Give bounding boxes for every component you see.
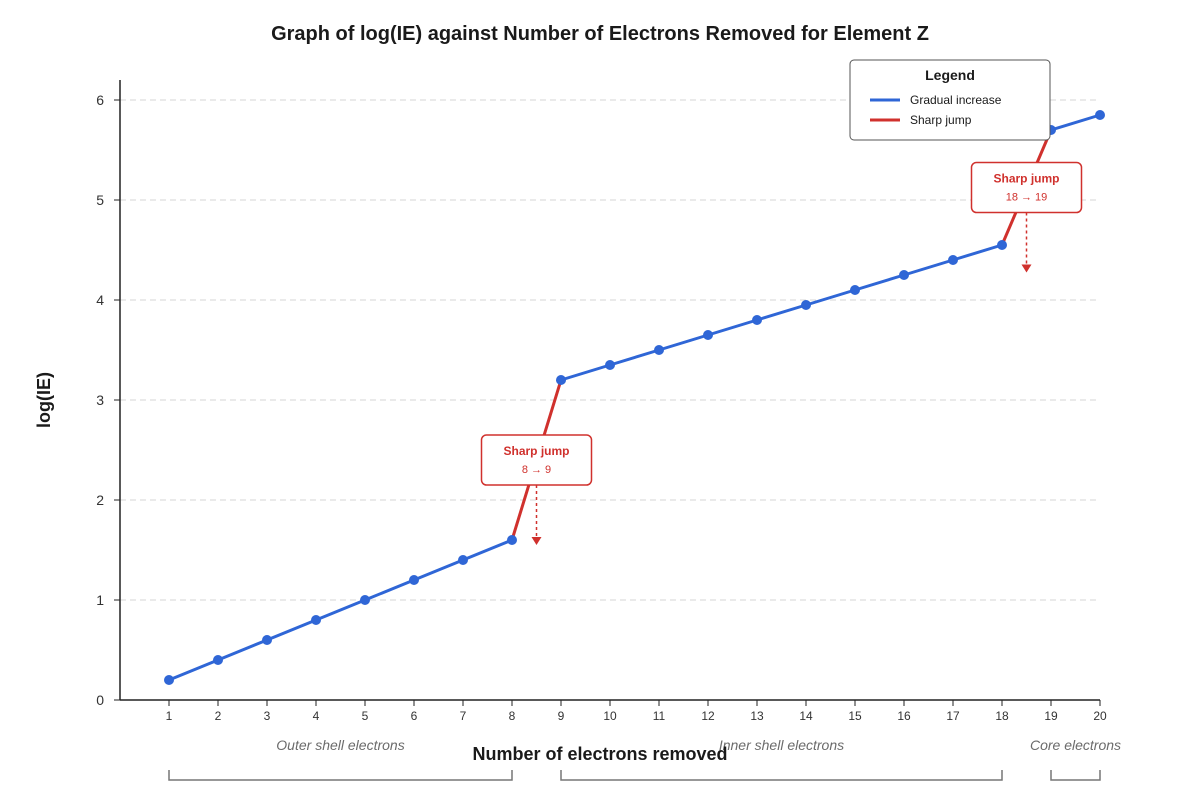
data-point-13 <box>752 315 762 325</box>
x-tick-label-3: 3 <box>264 709 271 723</box>
line-segment-9-10 <box>559 363 612 382</box>
x-tick-label-15: 15 <box>848 709 862 723</box>
x-tick-label-18: 18 <box>995 709 1009 723</box>
data-point-16 <box>899 270 909 280</box>
data-point-18 <box>997 240 1007 250</box>
data-point-15 <box>850 285 860 295</box>
line-segment-12-13 <box>706 318 759 337</box>
x-tick-label-10: 10 <box>603 709 617 723</box>
line-segment-19-20 <box>1049 113 1102 132</box>
y-tick-label-1: 1 <box>96 592 104 608</box>
region-bracket-0 <box>168 770 513 781</box>
x-tick-label-20: 20 <box>1093 709 1107 723</box>
annotation-sub-0: 8 → 9 <box>522 464 551 476</box>
annotation-title-1: Sharp jump <box>993 172 1059 186</box>
chart-title: Graph of log(IE) against Number of Elect… <box>271 23 929 45</box>
line-segment-5-6 <box>363 578 416 602</box>
line-segment-1-2 <box>167 658 220 682</box>
data-point-17 <box>948 255 958 265</box>
line-segment-7-8 <box>461 538 514 562</box>
data-point-14 <box>801 300 811 310</box>
annotation-arrowhead-1 <box>1021 264 1032 273</box>
data-point-20 <box>1095 110 1105 120</box>
data-point-6 <box>409 575 419 585</box>
line-segment-4-5 <box>314 598 367 622</box>
line-segment-15-16 <box>853 273 906 292</box>
line-segment-6-7 <box>412 558 465 582</box>
annotation-box-1 <box>970 161 1083 214</box>
y-tick-label-3: 3 <box>96 392 104 408</box>
data-point-5 <box>360 595 370 605</box>
x-tick-label-12: 12 <box>701 709 715 723</box>
line-segment-17-18 <box>951 243 1004 262</box>
x-tick-label-4: 4 <box>313 709 320 723</box>
region-label-2: Core electrons <box>1030 737 1121 753</box>
y-tick-label-5: 5 <box>96 192 104 208</box>
x-tick-label-7: 7 <box>460 709 467 723</box>
y-tick-label-6: 6 <box>96 92 104 108</box>
legend-label-jump: Sharp jump <box>910 113 972 127</box>
axes <box>114 80 1101 706</box>
gridlines <box>120 99 1100 601</box>
x-tick-label-2: 2 <box>215 709 222 723</box>
data-point-3 <box>262 635 272 645</box>
data-point-11 <box>654 345 664 355</box>
legend-label-gradual: Gradual increase <box>910 93 1002 107</box>
line-segment-16-17 <box>902 258 955 277</box>
region-label-0: Outer shell electrons <box>276 737 404 753</box>
data-point-4 <box>311 615 321 625</box>
data-point-2 <box>213 655 223 665</box>
y-axis-label: log(IE) <box>34 372 54 428</box>
region-label-1: Inner shell electrons <box>719 737 844 753</box>
y-tick-label-2: 2 <box>96 492 104 508</box>
x-tick-label-6: 6 <box>411 709 418 723</box>
y-tick-label-0: 0 <box>96 692 104 708</box>
region-bracket-1 <box>560 770 1003 781</box>
x-tick-label-13: 13 <box>750 709 764 723</box>
annotation-sub-1: 18 → 19 <box>1006 192 1048 204</box>
x-tick-label-1: 1 <box>166 709 173 723</box>
x-tick-label-19: 19 <box>1044 709 1058 723</box>
annotation-title-0: Sharp jump <box>503 444 569 458</box>
data-point-10 <box>605 360 615 370</box>
y-tick-label-4: 4 <box>96 292 104 308</box>
data-points <box>164 110 1105 685</box>
region-labels: Outer shell electrons Inner shell electro… <box>168 737 1121 781</box>
x-tick-label-17: 17 <box>946 709 960 723</box>
x-tick-label-8: 8 <box>509 709 516 723</box>
y-tick-labels: 0 1 2 3 4 5 6 <box>96 92 104 708</box>
data-point-9 <box>556 375 566 385</box>
x-tick-label-9: 9 <box>558 709 565 723</box>
data-point-7 <box>458 555 468 565</box>
legend: Legend Gradual increase Sharp jump <box>849 59 1051 141</box>
annotation-box-0 <box>480 434 593 486</box>
jump-annotations: Sharp jump 8 → 9 Sharp jump 18 → 19 <box>480 161 1083 545</box>
line-segment-13-14 <box>755 303 808 322</box>
x-tick-label-14: 14 <box>799 709 813 723</box>
annotation-arrowhead-0 <box>531 537 542 545</box>
region-bracket-2 <box>1050 770 1101 781</box>
line-segment-11-12 <box>657 333 710 352</box>
x-tick-labels: 1 2 3 4 5 6 7 8 9 10 11 12 13 14 15 16 17 18 19 20 <box>166 709 1107 723</box>
x-tick-label-16: 16 <box>897 709 911 723</box>
line-segment-3-4 <box>265 618 318 642</box>
x-axis-label: Number of electrons removed <box>472 744 727 764</box>
legend-title: Legend <box>925 67 975 83</box>
data-point-8 <box>507 535 517 545</box>
x-tick-label-11: 11 <box>653 709 666 723</box>
data-point-12 <box>703 330 713 340</box>
line-segment-10-11 <box>608 348 661 367</box>
x-tick-label-5: 5 <box>362 709 369 723</box>
line-segment-2-3 <box>216 638 269 662</box>
line-segment-14-15 <box>804 288 857 307</box>
data-point-1 <box>164 675 174 685</box>
